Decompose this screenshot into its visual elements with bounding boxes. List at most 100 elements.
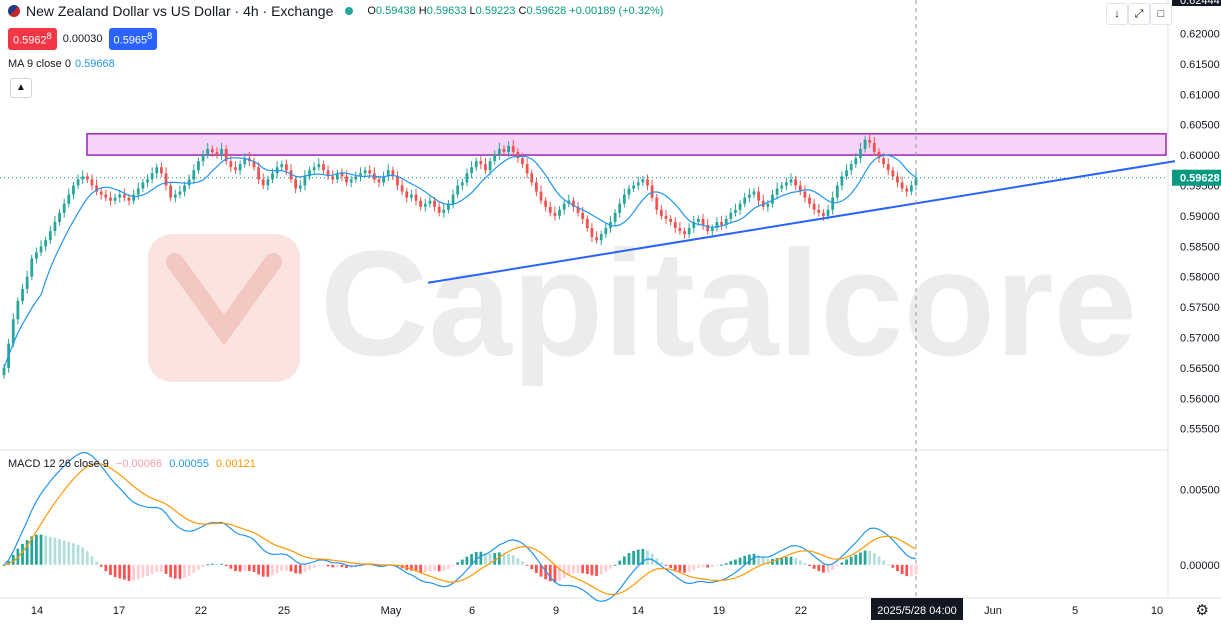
ma-legend[interactable]: MA 9 close 0 0.59668	[8, 58, 115, 70]
macd-legend[interactable]: MACD 12 26 close 9 −0.00066 0.00055 0.00…	[8, 458, 256, 470]
macd-histogram-bar	[271, 564, 274, 576]
macd-histogram-bar	[747, 554, 751, 565]
macd-histogram-bar	[534, 564, 538, 574]
candle	[710, 228, 714, 232]
macd-histogram-bar	[896, 564, 899, 572]
macd-histogram-bar	[738, 557, 742, 565]
macd-histogram-bar	[627, 553, 631, 565]
macd-histogram-bar	[146, 564, 149, 576]
candle	[234, 167, 237, 171]
candle	[678, 228, 682, 232]
chevron-up-icon[interactable]: ▲	[10, 78, 32, 98]
candle	[553, 212, 557, 216]
macd-histogram-bar	[697, 564, 700, 568]
candle	[359, 173, 362, 177]
candle	[572, 200, 575, 207]
candle	[534, 182, 538, 192]
macd-histogram-bar	[368, 564, 372, 566]
time-tick-label: 5	[1072, 605, 1078, 617]
macd-histogram-bar	[641, 548, 645, 565]
candle	[562, 203, 566, 210]
macd-histogram-bar	[734, 559, 737, 565]
candle	[442, 209, 446, 213]
candle	[99, 191, 103, 195]
candle	[585, 218, 589, 229]
candle	[659, 209, 663, 216]
candle	[701, 218, 705, 225]
macd-histogram-bar	[178, 564, 182, 579]
price-tick-label: 0.55500	[1180, 424, 1220, 436]
macd-histogram-bar	[48, 536, 52, 565]
macd-histogram-bar	[85, 551, 89, 565]
time-tick-label: 22	[795, 605, 807, 617]
market-status-icon	[345, 7, 354, 15]
macd-histogram-bar	[39, 534, 43, 565]
symbol-title[interactable]: New Zealand Dollar vs US Dollar · 4h · E…	[26, 3, 334, 19]
candle	[803, 191, 807, 198]
candle	[187, 179, 191, 186]
candle	[771, 194, 774, 204]
macd-histogram-bar	[646, 550, 649, 565]
macd-histogram-bar	[909, 564, 913, 577]
macd-histogram-bar	[238, 564, 242, 572]
candle	[877, 152, 881, 159]
gear-icon[interactable]: ⚙	[1195, 602, 1209, 619]
candle	[53, 221, 57, 232]
price-tick-label: 0.61500	[1180, 59, 1220, 71]
macd-histogram-bar	[835, 564, 839, 567]
macd-histogram-bar	[335, 564, 339, 567]
candle	[720, 221, 723, 225]
candle	[90, 179, 94, 186]
candle	[410, 194, 413, 198]
candle	[25, 276, 29, 289]
macd-histogram-bar	[132, 564, 136, 581]
macd-histogram-bar	[72, 543, 75, 565]
macd-histogram-bar	[604, 564, 608, 572]
sell-button[interactable]: 0.59628	[8, 28, 57, 50]
candle	[183, 185, 186, 192]
macd-histogram-bar	[21, 543, 24, 565]
buy-button[interactable]: 0.59658	[108, 28, 158, 50]
window-icon[interactable]: □	[1150, 3, 1172, 25]
candle	[581, 212, 585, 219]
macd-histogram-bar	[224, 564, 228, 567]
macd-histogram-bar	[322, 564, 325, 566]
candle	[738, 203, 742, 210]
macd-histogram-bar	[817, 564, 821, 572]
macd-histogram-bar	[479, 551, 483, 565]
candle	[423, 203, 427, 207]
macd-histogram-bar	[76, 544, 80, 565]
macd-histogram-bar	[442, 564, 446, 571]
candle	[21, 288, 24, 302]
candle	[516, 152, 520, 159]
candle	[377, 179, 381, 183]
candle	[382, 176, 386, 183]
ma-line	[3, 154, 917, 369]
macd-histogram-bar	[90, 556, 94, 565]
spread-value: 0.00030	[62, 32, 103, 45]
macd-histogram-bar	[618, 560, 622, 565]
candle	[48, 231, 52, 241]
candle	[849, 164, 853, 171]
candle	[294, 179, 298, 189]
macd-histogram-bar	[854, 554, 858, 565]
candle	[729, 212, 733, 219]
arrow-down-icon[interactable]: ↓	[1106, 3, 1128, 25]
macd-signal-line	[3, 462, 917, 595]
candle	[780, 185, 784, 189]
candle	[539, 191, 543, 201]
candle	[909, 185, 913, 192]
candle	[743, 197, 747, 204]
macd-histogram-bar	[548, 564, 552, 582]
expand-icon[interactable]: ⤢	[1128, 3, 1150, 25]
macd-histogram-bar	[44, 535, 48, 565]
macd-histogram-bar	[872, 553, 876, 565]
candle	[664, 215, 668, 219]
macd-histogram-bar	[831, 564, 835, 570]
macd-histogram-bar	[863, 550, 867, 565]
macd-histogram-bar	[701, 564, 705, 568]
candle	[271, 173, 274, 180]
macd-histogram-bar	[234, 564, 237, 572]
candle	[2, 367, 6, 376]
